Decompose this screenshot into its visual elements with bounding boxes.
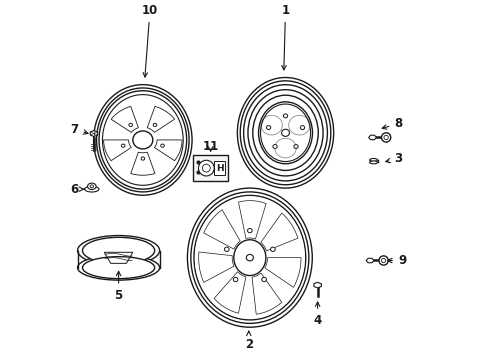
Ellipse shape [260, 104, 310, 162]
Text: 7: 7 [70, 123, 88, 136]
Ellipse shape [78, 235, 159, 265]
Text: 2: 2 [244, 331, 252, 351]
Ellipse shape [141, 157, 144, 160]
Ellipse shape [369, 161, 377, 164]
Polygon shape [264, 258, 301, 287]
Ellipse shape [300, 126, 304, 130]
Polygon shape [198, 252, 233, 282]
Text: 10: 10 [142, 4, 158, 77]
Ellipse shape [369, 158, 377, 161]
Ellipse shape [82, 257, 154, 279]
Ellipse shape [270, 247, 275, 251]
Text: 9: 9 [387, 254, 406, 267]
Ellipse shape [195, 197, 304, 319]
Polygon shape [260, 213, 297, 251]
Polygon shape [147, 106, 174, 132]
Ellipse shape [82, 237, 154, 264]
Ellipse shape [224, 247, 229, 251]
Circle shape [198, 160, 214, 176]
Circle shape [381, 133, 390, 142]
Bar [192, 155, 227, 181]
Polygon shape [111, 106, 138, 132]
Polygon shape [368, 135, 376, 140]
Ellipse shape [121, 144, 125, 147]
Polygon shape [203, 210, 240, 249]
Ellipse shape [246, 255, 253, 261]
Text: 4: 4 [313, 302, 321, 327]
Ellipse shape [266, 126, 270, 130]
Polygon shape [130, 152, 155, 175]
Text: 8: 8 [381, 117, 402, 130]
Polygon shape [366, 258, 373, 263]
Ellipse shape [233, 240, 265, 275]
Ellipse shape [161, 144, 164, 147]
Text: H: H [215, 163, 223, 172]
Ellipse shape [78, 255, 159, 280]
Ellipse shape [129, 123, 132, 126]
Text: 5: 5 [114, 271, 122, 302]
Ellipse shape [133, 131, 153, 149]
Bar [214, 161, 224, 175]
Ellipse shape [87, 183, 96, 189]
Circle shape [378, 256, 387, 265]
Polygon shape [90, 131, 98, 136]
Ellipse shape [283, 114, 287, 118]
Polygon shape [313, 282, 321, 288]
Ellipse shape [247, 229, 252, 233]
Ellipse shape [84, 186, 99, 192]
Polygon shape [238, 201, 265, 239]
Ellipse shape [233, 277, 238, 282]
Ellipse shape [293, 145, 298, 148]
Text: 3: 3 [385, 152, 402, 165]
Ellipse shape [281, 129, 289, 136]
Polygon shape [154, 140, 182, 161]
Ellipse shape [102, 95, 183, 185]
Ellipse shape [272, 145, 277, 148]
Polygon shape [103, 140, 131, 161]
Polygon shape [214, 272, 245, 313]
Text: 11: 11 [202, 140, 218, 153]
Ellipse shape [153, 123, 157, 126]
Text: 6: 6 [70, 183, 84, 196]
Text: 1: 1 [281, 4, 289, 70]
Ellipse shape [90, 185, 93, 188]
Ellipse shape [261, 277, 266, 282]
Polygon shape [251, 273, 281, 314]
